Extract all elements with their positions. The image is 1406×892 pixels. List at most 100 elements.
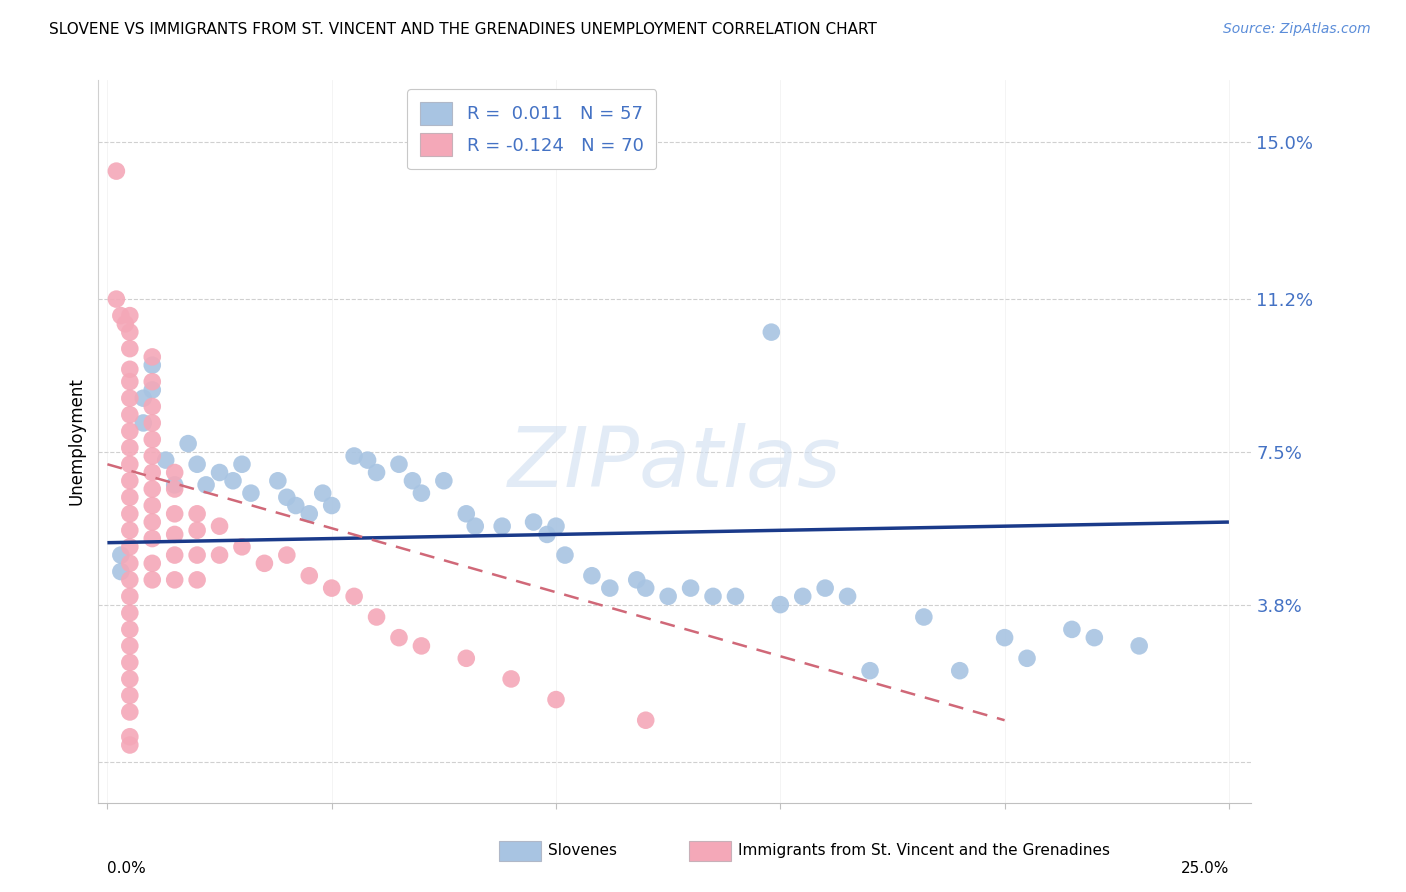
Point: [231, 457, 253, 471]
Point: [141, 515, 163, 529]
Point: [118, 490, 141, 504]
Point: [388, 457, 411, 471]
Point: [1083, 631, 1105, 645]
Text: Source: ZipAtlas.com: Source: ZipAtlas.com: [1223, 22, 1371, 37]
Point: [118, 507, 141, 521]
Point: [118, 408, 141, 422]
Point: [501, 672, 523, 686]
Point: [298, 507, 321, 521]
Point: [186, 457, 208, 471]
Point: [253, 557, 276, 571]
Point: [222, 474, 245, 488]
Point: [132, 416, 155, 430]
Point: [186, 524, 208, 538]
Point: [118, 540, 141, 554]
Point: [599, 581, 621, 595]
Point: [118, 342, 141, 356]
Point: [366, 610, 388, 624]
Point: [118, 590, 141, 604]
Point: [118, 474, 141, 488]
Text: Slovenes: Slovenes: [548, 844, 617, 858]
Legend: R =  0.011   N = 57, R = -0.124   N = 70: R = 0.011 N = 57, R = -0.124 N = 70: [408, 89, 657, 169]
Point: [859, 664, 882, 678]
Point: [626, 573, 648, 587]
Point: [110, 309, 132, 323]
Point: [343, 449, 366, 463]
Point: [208, 548, 231, 562]
Point: [118, 557, 141, 571]
Point: [163, 466, 186, 480]
Point: [177, 436, 200, 450]
Point: [792, 590, 814, 604]
Point: [276, 548, 298, 562]
Point: [110, 548, 132, 562]
Point: [110, 565, 132, 579]
Point: [321, 581, 343, 595]
Point: [118, 441, 141, 455]
Point: [141, 499, 163, 513]
Point: [141, 375, 163, 389]
Point: [118, 656, 141, 670]
Point: [141, 557, 163, 571]
Point: [163, 573, 186, 587]
Point: [118, 730, 141, 744]
Point: [141, 416, 163, 430]
Point: [284, 499, 307, 513]
Point: [464, 519, 486, 533]
Point: [118, 391, 141, 405]
Point: [141, 358, 163, 372]
Point: [356, 453, 378, 467]
Point: [118, 689, 141, 703]
Point: [118, 362, 141, 376]
Point: [186, 507, 208, 521]
Point: [195, 478, 218, 492]
Point: [544, 692, 567, 706]
Point: [433, 474, 456, 488]
Point: [141, 466, 163, 480]
Point: [118, 705, 141, 719]
Point: [522, 515, 544, 529]
Text: ZIPatlas: ZIPatlas: [508, 423, 842, 504]
Point: [118, 573, 141, 587]
Point: [634, 581, 657, 595]
Point: [163, 548, 186, 562]
Point: [994, 631, 1017, 645]
Point: [769, 598, 792, 612]
Point: [231, 540, 253, 554]
Point: [298, 568, 321, 582]
Point: [312, 486, 335, 500]
Point: [118, 738, 141, 752]
Point: [554, 548, 576, 562]
Point: [657, 590, 679, 604]
Point: [456, 507, 478, 521]
Point: [1128, 639, 1150, 653]
Text: 25.0%: 25.0%: [1181, 861, 1229, 876]
Point: [141, 433, 163, 447]
Point: [141, 449, 163, 463]
Y-axis label: Unemployment: Unemployment: [67, 377, 86, 506]
Text: 0.0%: 0.0%: [107, 861, 146, 876]
Point: [141, 350, 163, 364]
Point: [118, 524, 141, 538]
Point: [105, 292, 128, 306]
Point: [141, 400, 163, 414]
Point: [401, 474, 423, 488]
Point: [186, 548, 208, 562]
Point: [581, 568, 603, 582]
Point: [411, 486, 433, 500]
Point: [1015, 651, 1038, 665]
Point: [118, 375, 141, 389]
Point: [155, 453, 177, 467]
Point: [949, 664, 972, 678]
Point: [276, 490, 298, 504]
Point: [118, 424, 141, 438]
Point: [411, 639, 433, 653]
Point: [141, 482, 163, 496]
Point: [912, 610, 935, 624]
Point: [814, 581, 837, 595]
Point: [118, 639, 141, 653]
Point: [132, 391, 155, 405]
Point: [105, 164, 128, 178]
Point: [118, 623, 141, 637]
Point: [114, 317, 136, 331]
